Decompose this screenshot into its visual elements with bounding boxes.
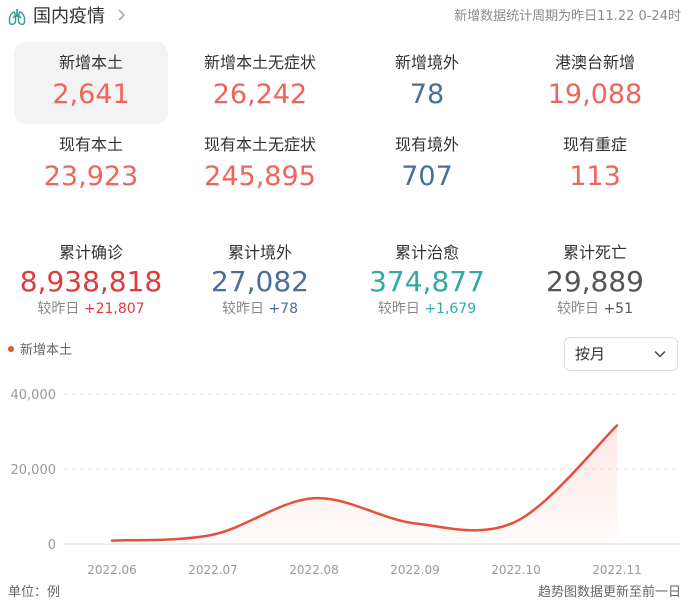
stat-label: 现有本土 [58,135,123,154]
stat-label: 累计境外 [227,243,292,262]
stat-delta: 较昨日 +51 [518,299,672,319]
delta-prefix: 较昨日 [37,301,80,317]
chart-legend: 新增本土 [8,341,72,361]
stat-label: 新增境外 [394,53,459,72]
y-tick-label: 20,000 [11,463,57,478]
stat-label: 新增本土 [58,53,123,72]
stat-label: 现有境外 [394,135,459,154]
stat-value: 374,877 [369,265,485,298]
stat-label: 新增本土无症状 [203,53,316,72]
delta-prefix: 较昨日 [557,301,599,317]
y-tick-label: 40,000 [11,388,57,403]
stat-value: 8,938,818 [19,265,163,298]
delta-prefix: 较昨日 [222,301,264,317]
stat-new-local[interactable]: 新增本土 2,641 [14,42,168,124]
stat-value: 2,641 [52,79,130,110]
legend-label: 新增本土 [20,343,73,358]
trend-line-chart: 0 20,000 40,000 2022.06 2022.07 2022.08 2022.… [11,388,680,577]
page-title[interactable]: 国内疫情 [33,6,105,27]
delta-prefix: 较昨日 [377,301,420,317]
stat-label: 累计死亡 [562,243,627,262]
stat-current-local[interactable]: 现有本土 23,923 [14,124,168,195]
x-tick-label: 2022.06 [87,563,137,577]
delta-value: +51 [603,301,633,317]
stat-cumulative-confirmed[interactable]: 累计确诊 8,938,818 较昨日 +21,807 [14,242,168,319]
x-tick-label: 2022.07 [188,563,238,577]
stat-delta: 较昨日 +1,679 [350,299,504,319]
stat-cumulative-imported[interactable]: 累计境外 27,082 较昨日 +78 [183,242,337,319]
stat-value: 23,923 [43,161,139,192]
stat-new-imported[interactable]: 新增境外 78 [350,42,504,113]
stat-value: 26,242 [212,79,308,110]
stat-label: 现有本土无症状 [203,135,316,154]
stat-label: 累计确诊 [58,243,123,262]
unit-label: 单位：例 [8,585,61,600]
stat-delta: 较昨日 +78 [183,299,337,319]
stat-label: 现有重症 [562,135,627,154]
period-select[interactable]: 按月 [564,337,678,371]
x-tick-label: 2022.09 [390,563,440,577]
stat-value: 78 [409,79,445,110]
period-select-value: 按月 [575,345,606,363]
series-area [112,425,617,544]
chevron-right-icon[interactable] [116,5,128,25]
chevron-down-icon [654,350,666,358]
x-tick-label: 2022.08 [289,563,339,577]
trend-update-note: 趋势图数据更新至前一日 [537,585,681,600]
stat-value: 245,895 [204,161,316,192]
stat-label: 累计治愈 [394,243,459,262]
stat-value: 707 [401,161,453,192]
stats-period-note: 新增数据统计周期为昨日11.22 0-24时 [454,9,681,24]
stat-cumulative-cured[interactable]: 累计治愈 374,877 较昨日 +1,679 [350,242,504,319]
y-tick-label: 0 [48,538,56,553]
x-tick-label: 2022.11 [592,563,642,577]
stat-delta: 较昨日 +21,807 [14,299,168,319]
stat-value: 113 [569,161,621,192]
stat-label: 港澳台新增 [554,53,635,72]
stat-current-severe[interactable]: 现有重症 113 [518,124,672,195]
delta-value: +78 [268,301,298,317]
delta-value: +21,807 [83,301,145,317]
series-line [110,424,619,542]
x-tick-label: 2022.10 [491,563,541,577]
stat-new-local-asymptomatic[interactable]: 新增本土无症状 26,242 [183,42,337,113]
stat-cumulative-deaths[interactable]: 累计死亡 29,889 较昨日 +51 [518,242,672,319]
stat-value: 27,082 [211,265,309,298]
stat-current-local-asymptomatic[interactable]: 现有本土无症状 245,895 [183,124,337,195]
legend-dot-icon [8,346,14,352]
header: 国内疫情 新增数据统计周期为昨日11.22 0-24时 [0,0,693,34]
delta-value: +1,679 [424,301,477,317]
stat-value: 29,889 [546,265,644,298]
stat-current-imported[interactable]: 现有境外 707 [350,124,504,195]
lung-icon [8,9,26,26]
stat-new-hk-macau-taiwan[interactable]: 港澳台新增 19,088 [518,42,672,113]
stat-value: 19,088 [547,79,643,110]
